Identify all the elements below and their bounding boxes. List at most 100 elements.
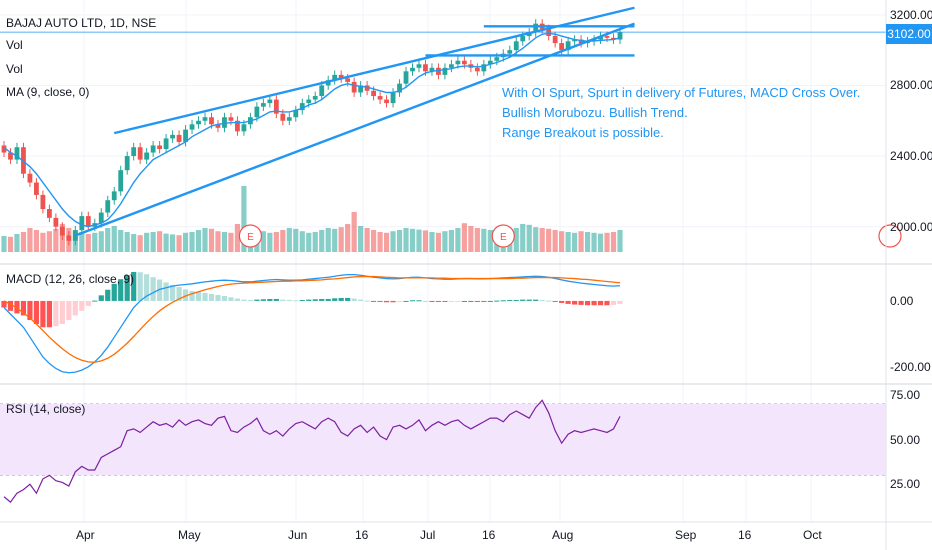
macd-histogram-bar — [526, 299, 532, 301]
trendline — [74, 22, 635, 237]
price-axis-label: 2800.00 — [890, 78, 932, 93]
volume-bar — [306, 232, 312, 252]
candle-body — [124, 156, 130, 171]
candle-body — [338, 74, 344, 79]
candle-body — [552, 36, 558, 44]
candle-body — [111, 191, 117, 201]
candle-body — [228, 117, 234, 121]
macd-histogram-bar — [416, 300, 422, 302]
last-price-tag: 3102.00 — [886, 24, 932, 44]
macd-histogram-bar — [40, 300, 46, 328]
time-axis-label: Jun — [288, 528, 308, 542]
macd-histogram-bar — [364, 300, 370, 302]
macd-histogram-bar — [150, 277, 156, 301]
time-axis-label: May — [178, 528, 201, 542]
vol-legend-1[interactable]: Vol — [6, 38, 23, 52]
annotation-line-2: Bullish Morubozu. Bullish Trend. — [502, 105, 688, 120]
rsi-legend[interactable]: RSI (14, close) — [6, 402, 86, 416]
macd-histogram-bar — [131, 271, 137, 301]
macd-histogram-bar — [98, 295, 104, 301]
price-axis-label: 3200.00 — [890, 7, 932, 22]
candle-body — [183, 129, 188, 142]
candle-body — [403, 71, 409, 84]
volume-bar — [241, 186, 247, 252]
macd-histogram-bar — [176, 287, 182, 301]
candle-body — [79, 216, 85, 231]
candle-body — [377, 96, 383, 100]
macd-histogram-bar — [66, 300, 72, 321]
earnings-marker — [491, 224, 515, 248]
macd-histogram-bar — [610, 300, 617, 305]
candle-body — [565, 41, 571, 51]
candle-body — [293, 110, 299, 118]
candle-body — [319, 85, 325, 97]
volume-bar — [448, 230, 455, 252]
candle-body — [520, 36, 526, 42]
time-axis-label: 16 — [355, 528, 369, 542]
macd-histogram-bar — [280, 299, 286, 301]
rsi-axis-label: 25.00 — [890, 477, 921, 492]
macd-histogram-bar — [494, 300, 500, 302]
volume-bar — [481, 228, 487, 252]
candle-body — [85, 216, 91, 227]
earnings-marker-label: E — [500, 232, 507, 243]
macd-histogram-bar — [539, 299, 545, 301]
volume-bar — [422, 230, 429, 252]
candle-body — [371, 90, 376, 97]
annotation-line-1: With OI Spurt, Spurt in delivery of Futu… — [502, 85, 861, 100]
candle-body — [131, 147, 137, 157]
macd-histogram-bar — [617, 300, 623, 304]
volume-bar — [572, 232, 578, 252]
volume-bar — [169, 234, 176, 252]
macd-histogram-bar — [487, 300, 493, 302]
volume-bar — [92, 232, 98, 252]
macd-histogram-bar — [247, 299, 253, 301]
macd-histogram-bar — [85, 300, 91, 306]
candle-body — [260, 103, 266, 107]
volume-bar — [597, 233, 604, 252]
volume-bar — [520, 224, 526, 252]
candle-body — [202, 117, 208, 121]
macd-histogram-bar — [507, 299, 513, 301]
macd-histogram-bar — [332, 298, 338, 301]
volume-bar — [533, 227, 539, 252]
time-axis-label: Apr — [76, 528, 95, 542]
candle-body — [170, 134, 175, 139]
macd-histogram-bar — [92, 300, 98, 302]
candle-body — [118, 170, 124, 192]
macd-histogram-bar — [383, 300, 390, 303]
candle-body — [280, 113, 286, 121]
macd-histogram-bar — [46, 300, 52, 328]
volume-bar — [150, 232, 156, 252]
volume-bar — [53, 228, 59, 252]
macd-histogram-bar — [312, 299, 318, 301]
candle-body — [59, 226, 65, 236]
volume-bar — [111, 226, 117, 252]
macd-histogram-bar — [584, 300, 591, 306]
macd-histogram-bar — [163, 282, 169, 301]
candle-body — [384, 99, 389, 104]
macd-histogram-bar — [105, 289, 111, 301]
macd-histogram-bar — [565, 300, 571, 304]
candle-body — [40, 194, 46, 210]
candle-body — [559, 43, 565, 51]
candle-body — [189, 124, 195, 130]
rsi-axis-label: 75.00 — [890, 387, 921, 402]
macd-histogram-bar — [481, 300, 487, 302]
volume-bar — [345, 224, 351, 252]
candle-body — [144, 152, 150, 160]
candle-body — [98, 212, 104, 224]
volume-bar — [617, 230, 623, 252]
candle-body — [66, 235, 72, 241]
candle-body — [46, 209, 52, 218]
ma-legend[interactable]: MA (9, close, 0) — [6, 85, 90, 99]
price-axis-label: 2400.00 — [890, 149, 932, 164]
annotation-line-3: Range Breakout is possible. — [502, 125, 664, 140]
macd-histogram-bar — [14, 300, 20, 314]
macd-legend[interactable]: MACD (12, 26, close, 9) — [6, 272, 135, 286]
volume-bar — [293, 228, 299, 252]
volume-bar — [195, 230, 202, 252]
vol-legend-2[interactable]: Vol — [6, 62, 23, 76]
macd-histogram-bar — [7, 300, 14, 311]
macd-histogram-bar — [53, 300, 59, 327]
